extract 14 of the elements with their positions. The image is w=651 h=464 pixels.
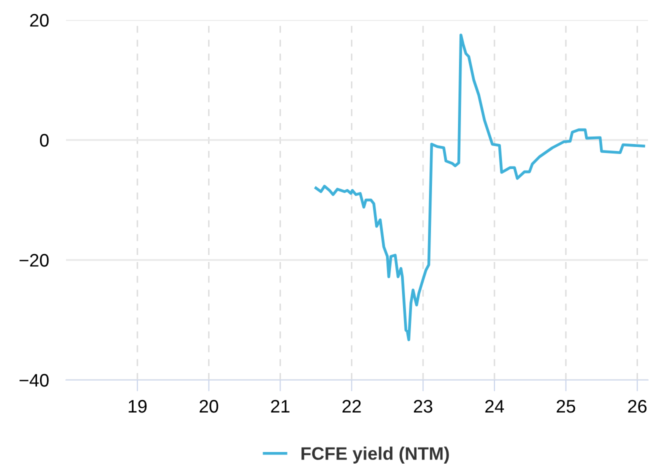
x-tick-label: 24 [485,400,504,413]
legend-label: FCFE yield (NTM) [302,446,449,464]
y-tick-label: −40 [20,374,49,387]
x-tick-label: 19 [128,400,147,413]
line-series [314,34,646,342]
y-tick-label: −20 [20,254,49,267]
x-tick-label: 22 [342,400,361,413]
x-tick-label: 26 [628,400,647,413]
x-tick-label: 25 [556,400,576,413]
y-tick-label: 20 [30,14,49,27]
y-tick-label: 0 [40,134,49,147]
x-tick-label: 21 [271,400,290,413]
x-tick-label: 20 [200,400,218,413]
x-tick-label: 23 [414,400,432,413]
